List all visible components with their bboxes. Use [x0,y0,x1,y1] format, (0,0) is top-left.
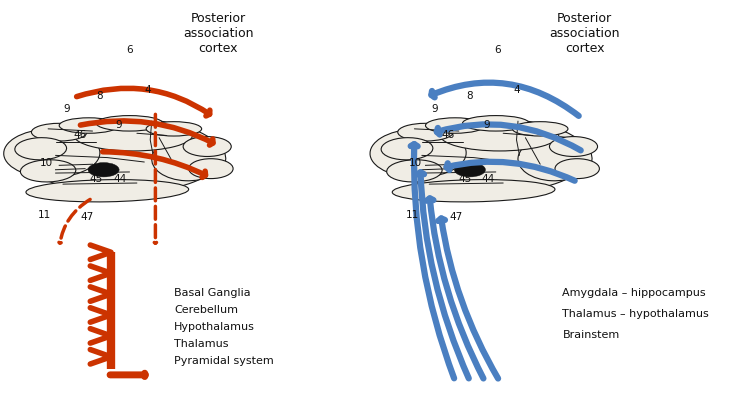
Text: Posterior
association
cortex: Posterior association cortex [549,12,620,55]
Ellipse shape [381,138,433,160]
Text: 44: 44 [482,174,495,183]
Text: 11: 11 [38,210,51,219]
Text: 46: 46 [442,130,455,139]
Text: 9: 9 [64,103,70,113]
Text: 47: 47 [81,212,94,221]
Ellipse shape [388,119,588,194]
Text: Hypothalamus: Hypothalamus [174,322,255,331]
Ellipse shape [96,116,163,132]
Ellipse shape [387,160,442,182]
Text: 6: 6 [495,45,501,55]
Ellipse shape [15,138,67,160]
Text: Posterior
association
cortex: Posterior association cortex [183,12,254,55]
Text: 9: 9 [115,119,121,129]
Text: 10: 10 [408,158,422,167]
Text: 9: 9 [484,119,490,129]
Ellipse shape [518,137,592,181]
Text: 6: 6 [127,45,132,55]
Ellipse shape [370,130,466,178]
Text: 4: 4 [514,85,519,95]
Text: Amygdala – hippocampus: Amygdala – hippocampus [562,288,706,298]
Ellipse shape [555,159,599,179]
Text: Cerebellum: Cerebellum [174,305,238,314]
Text: Thalamus – hypothalamus: Thalamus – hypothalamus [562,309,709,318]
Text: 11: 11 [406,210,420,219]
Ellipse shape [146,122,201,137]
Ellipse shape [59,119,118,134]
Ellipse shape [462,116,529,132]
Ellipse shape [4,130,100,178]
Text: 8: 8 [97,91,103,101]
Text: 10: 10 [40,158,53,167]
Ellipse shape [152,137,226,181]
Ellipse shape [31,124,87,142]
Ellipse shape [184,137,232,157]
Ellipse shape [398,124,454,142]
Ellipse shape [425,119,485,134]
Text: 47: 47 [449,212,462,221]
Ellipse shape [512,122,568,137]
Text: 8: 8 [466,91,472,101]
Text: Brainstem: Brainstem [562,330,619,339]
Text: 45: 45 [90,174,103,183]
Text: 45: 45 [458,174,471,183]
Text: 9: 9 [432,103,438,113]
Ellipse shape [454,163,485,178]
Ellipse shape [22,119,222,194]
Text: Thalamus: Thalamus [174,338,229,348]
Ellipse shape [26,180,189,203]
Text: Basal Ganglia: Basal Ganglia [174,288,251,298]
Ellipse shape [392,180,555,203]
Ellipse shape [21,160,75,182]
Text: 44: 44 [113,174,127,183]
Text: 4: 4 [145,85,151,95]
Ellipse shape [74,121,192,152]
Ellipse shape [440,121,559,152]
Ellipse shape [88,163,119,178]
Ellipse shape [189,159,233,179]
Ellipse shape [549,137,598,157]
Text: Pyramidal system: Pyramidal system [174,355,274,365]
Text: 46: 46 [73,130,87,139]
